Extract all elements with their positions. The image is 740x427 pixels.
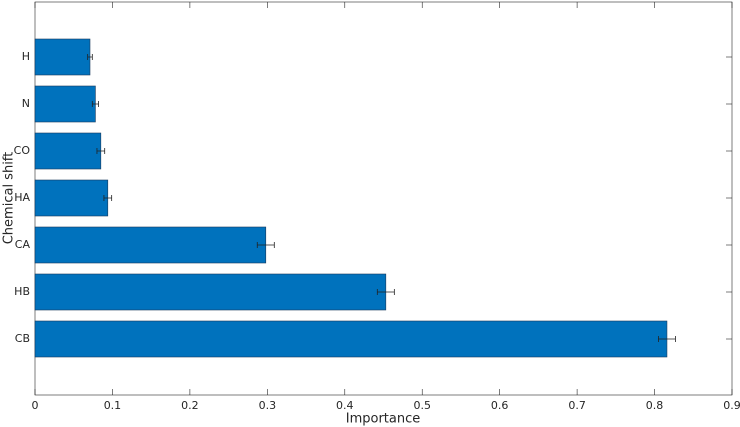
y-tick-label: HA <box>14 191 30 204</box>
bar <box>34 226 267 264</box>
bar <box>34 85 96 123</box>
x-axis-label: Importance <box>346 412 421 427</box>
x-tick-label: 0.9 <box>723 399 740 412</box>
error-bar <box>103 195 113 201</box>
error-bar <box>91 101 99 107</box>
x-tick-label: 0.7 <box>568 399 586 412</box>
y-tick-label: CA <box>15 238 31 251</box>
y-tick-label: CB <box>15 332 30 345</box>
y-tick-label: H <box>22 50 30 63</box>
error-bar <box>96 148 106 154</box>
x-tick-label: 0.2 <box>181 399 199 412</box>
error-bar <box>658 336 676 342</box>
bar <box>34 38 91 76</box>
bar <box>34 320 668 358</box>
y-tick-label: CO <box>14 144 31 157</box>
y-tick-label: HB <box>14 285 30 298</box>
x-tick-label: 0.5 <box>413 399 431 412</box>
bar <box>34 179 109 217</box>
error-bar <box>256 242 275 248</box>
error-bar <box>87 54 93 60</box>
x-tick-label: 0.1 <box>104 399 122 412</box>
bar <box>34 132 102 170</box>
y-axis-label: Chemical shift <box>2 152 17 245</box>
x-tick-label: 0.8 <box>646 399 664 412</box>
error-bar <box>376 289 395 295</box>
x-tick-label: 0.4 <box>336 399 354 412</box>
bar <box>34 273 387 311</box>
y-tick-label: N <box>22 97 30 110</box>
x-tick-label: 0.3 <box>259 399 277 412</box>
x-tick-label: 0.6 <box>491 399 509 412</box>
x-tick-label: 0 <box>32 399 39 412</box>
